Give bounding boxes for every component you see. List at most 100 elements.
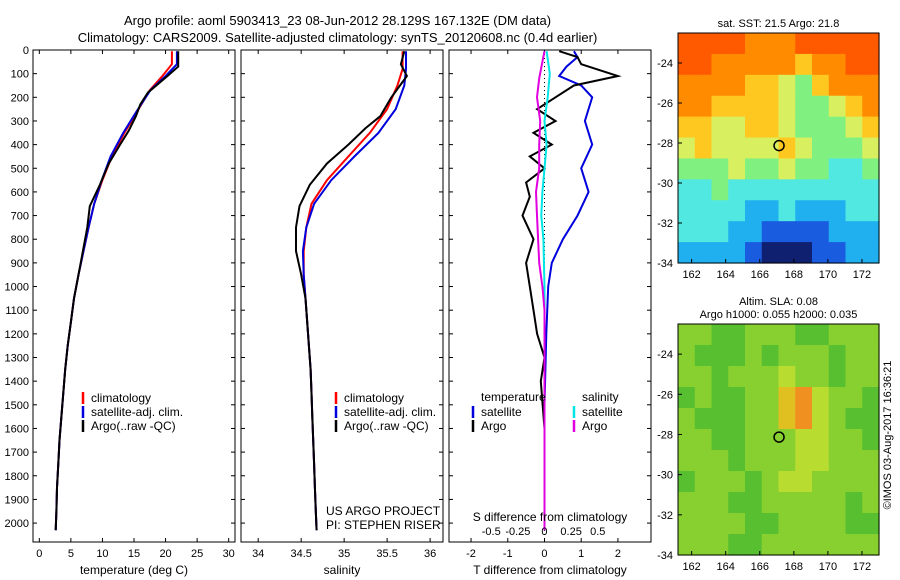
sla_map-title: Argo h1000: 0.055 h2000: 0.035 bbox=[700, 309, 858, 321]
heatmap-cell bbox=[694, 116, 713, 139]
depth-tick-label: 2000 bbox=[5, 518, 29, 530]
heatmap-cell bbox=[828, 179, 847, 201]
heatmap-cell bbox=[745, 387, 763, 409]
sst_map-lon-label: 172 bbox=[853, 269, 871, 281]
heatmap-cell bbox=[678, 366, 696, 388]
heatmap-cell bbox=[711, 116, 729, 139]
heatmap-cell bbox=[728, 450, 746, 472]
heatmap-cell bbox=[711, 345, 729, 367]
sst_map-lat-label: -24 bbox=[657, 58, 673, 70]
sst_map-panel: sat. SST: 21.5 Argo: 21.8 162 164 166 168 170… bbox=[657, 18, 880, 281]
heatmap-cell bbox=[845, 324, 863, 346]
heatmap-cell bbox=[845, 450, 863, 472]
salinity-x-axis-label: salinity bbox=[324, 563, 361, 577]
heatmap-cell bbox=[678, 450, 696, 472]
heatmap-cell bbox=[745, 471, 763, 493]
float-position-marker bbox=[773, 139, 785, 152]
series-line bbox=[543, 50, 594, 531]
heatmap-cell bbox=[778, 74, 796, 97]
salinity-diff-tick-label: -0.5 bbox=[482, 526, 501, 538]
heatmap-cell bbox=[845, 345, 863, 367]
heatmap-cell bbox=[828, 513, 847, 535]
series-line bbox=[54, 51, 178, 531]
heatmap-cell bbox=[728, 200, 746, 222]
salinity-x-tick-label: 35 bbox=[338, 548, 350, 560]
temperature-legend-item: satellite bbox=[481, 405, 522, 419]
heatmap-cell bbox=[812, 95, 830, 118]
heatmap-cell bbox=[828, 53, 847, 76]
heatmap-cell bbox=[795, 33, 813, 55]
sst_map-title: sat. SST: 21.5 Argo: 21.8 bbox=[718, 18, 840, 30]
temperature-x-tick-label: 15 bbox=[128, 548, 140, 560]
series-line bbox=[54, 51, 180, 531]
heatmap-cell bbox=[862, 429, 880, 451]
heatmap-cell bbox=[694, 492, 713, 514]
heatmap-cell bbox=[845, 387, 863, 409]
temperature-x-axis-label: temperature (deg C) bbox=[80, 563, 188, 577]
heatmap-cell bbox=[711, 33, 729, 55]
difference-x-tick-label: -1 bbox=[503, 548, 513, 560]
series-line bbox=[295, 50, 409, 531]
temperature-series-group bbox=[54, 51, 180, 531]
heatmap-cell bbox=[694, 200, 713, 222]
heatmap-cell bbox=[862, 492, 880, 514]
heatmap-cell bbox=[778, 179, 796, 201]
heatmap-cell bbox=[812, 242, 830, 264]
heatmap-cell bbox=[828, 429, 847, 451]
heatmap-cell bbox=[828, 471, 847, 493]
heatmap-cell bbox=[795, 95, 813, 118]
sla_map-lon-label: 168 bbox=[785, 561, 803, 573]
heatmap-cell bbox=[678, 95, 696, 118]
heatmap-cell bbox=[795, 74, 813, 97]
heatmap-cell bbox=[862, 534, 880, 556]
heatmap-cell bbox=[862, 158, 880, 180]
heatmap-cell bbox=[728, 179, 746, 201]
depth-tick-label: 900 bbox=[11, 258, 29, 270]
series-line bbox=[540, 51, 551, 531]
heatmap-cell bbox=[828, 95, 847, 118]
sla_map-lon-label: 164 bbox=[717, 561, 735, 573]
heatmap-cell bbox=[862, 74, 880, 97]
salinity-legend-item: satellite-adj. clim. bbox=[344, 405, 436, 419]
heatmap-cell bbox=[862, 366, 880, 388]
heatmap-cell bbox=[728, 53, 746, 76]
heatmap-cell bbox=[761, 450, 780, 472]
heatmap-cell bbox=[711, 324, 729, 346]
heatmap-cell bbox=[862, 33, 880, 55]
heatmap-cell bbox=[678, 74, 696, 97]
heatmap-cell bbox=[812, 408, 830, 430]
heatmap-cell bbox=[711, 387, 729, 409]
heatmap-cell bbox=[711, 158, 729, 180]
heatmap-cell bbox=[862, 221, 880, 243]
heatmap-cell bbox=[694, 95, 713, 118]
project-annotation: PI: STEPHEN RISER bbox=[326, 518, 441, 532]
heatmap-cell bbox=[678, 429, 696, 451]
heatmap-cell bbox=[812, 137, 830, 160]
heatmap-cell bbox=[694, 53, 713, 76]
sst_map-lat-label: -26 bbox=[657, 98, 673, 110]
heatmap-cell bbox=[795, 366, 813, 388]
salinity-frame bbox=[240, 49, 444, 543]
depth-tick-label: 500 bbox=[11, 163, 29, 175]
heatmap-cell bbox=[778, 366, 796, 388]
heatmap-cell bbox=[745, 53, 763, 76]
heatmap-cell bbox=[745, 95, 763, 118]
heatmap-cell bbox=[761, 179, 780, 201]
salinity-legend-item: Argo bbox=[582, 419, 608, 433]
difference-frame bbox=[448, 49, 652, 543]
heatmap-cell bbox=[795, 179, 813, 201]
heatmap-cell bbox=[745, 429, 763, 451]
heatmap-cell bbox=[812, 324, 830, 346]
sst_map-frame bbox=[677, 32, 880, 264]
temperature-x-tick-label: 5 bbox=[68, 548, 74, 560]
heatmap-cell bbox=[828, 137, 847, 160]
difference-series-group bbox=[521, 50, 622, 542]
heatmap-cell bbox=[862, 513, 880, 535]
heatmap-cell bbox=[845, 74, 863, 97]
heatmap-cell bbox=[728, 33, 746, 55]
salinity-x-tick-label: 35.5 bbox=[376, 548, 397, 560]
heatmap-cell bbox=[678, 221, 696, 243]
heatmap-cell bbox=[745, 534, 763, 556]
series-line bbox=[301, 51, 407, 531]
